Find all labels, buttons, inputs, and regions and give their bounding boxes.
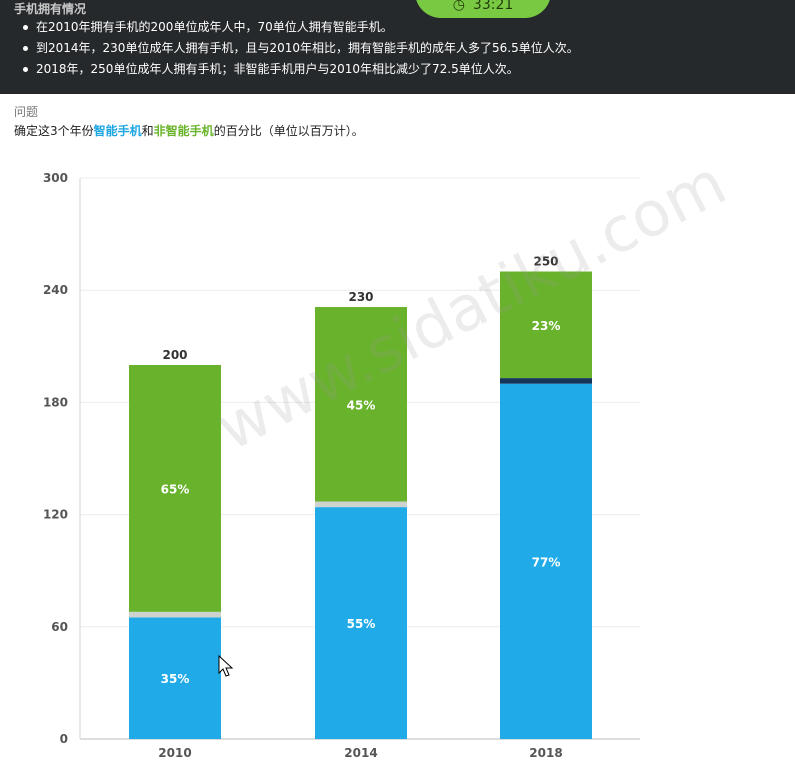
question-text: 确定这3个年份智能手机和非智能手机的百分比（单位以百万计）。 [14,122,364,139]
data-label-total: 250 [533,255,558,269]
timer-badge: ◷ 33:21 [415,0,551,18]
x-tick-label: 2014 [344,746,377,760]
question-label: 问题 [14,105,39,119]
clock-icon: ◷ [452,0,465,13]
bar-smart-2010 [129,617,221,739]
question-smart: 智能手机 [93,124,142,138]
bar-smart-2018 [500,383,592,739]
y-tick-label: 300 [43,171,68,185]
x-tick-label: 2010 [158,746,191,760]
bullet-item: 在2010年拥有手机的200单位成年人中，70单位人拥有智能手机。 [14,17,579,38]
y-tick-label: 240 [43,283,68,297]
question-suffix: 的百分比（单位以百万计）。 [213,124,364,138]
question-and: 和 [141,124,154,138]
data-label-total: 200 [162,348,187,362]
bar-nonsmart-2014 [315,307,407,502]
info-panel: 手机拥有情况 在2010年拥有手机的200单位成年人中，70单位人拥有智能手机。… [0,0,795,94]
bar-nonsmart-2010 [129,365,221,612]
data-label-total: 230 [348,290,373,304]
question-prefix: 确定这3个年份 [14,124,94,138]
x-tick-label: 2018 [529,746,562,760]
bar-divider-2018 [500,378,592,384]
y-tick-label: 0 [60,732,68,746]
data-label-smart: 35% [161,672,190,686]
bullet-list: 在2010年拥有手机的200单位成年人中，70单位人拥有智能手机。 到2014年… [14,17,579,80]
bullet-item: 到2014年，230单位成年人拥有手机，且与2010年相比，拥有智能手机的成年人… [14,38,579,59]
panel-title: 手机拥有情况 [14,2,87,16]
bar-nonsmart-2018 [500,271,592,379]
y-tick-label: 120 [43,508,68,522]
bullet-item: 2018年，250单位成年人拥有手机；非智能手机用户与2010年相比减少了72.… [14,59,579,80]
bar-divider-2010 [129,611,221,618]
data-label-nonsmart: 23% [532,319,561,333]
data-label-smart: 77% [532,555,561,569]
mouse-cursor-icon [218,655,234,677]
y-tick-label: 60 [51,620,68,634]
timer-text: 33:21 [472,0,514,13]
stacked-bar-chart: 0 60 120 180 240 300 35% 65% 200 2010 55% 45% 230 201… [43,171,640,760]
data-label-nonsmart: 45% [347,398,376,412]
question-nonsmart: 非智能手机 [153,124,214,138]
bar-smart-2014 [315,507,407,739]
data-label-nonsmart: 65% [161,482,190,496]
bar-divider-2014 [315,501,407,508]
data-label-smart: 55% [347,617,376,631]
y-tick-label: 180 [43,395,68,409]
